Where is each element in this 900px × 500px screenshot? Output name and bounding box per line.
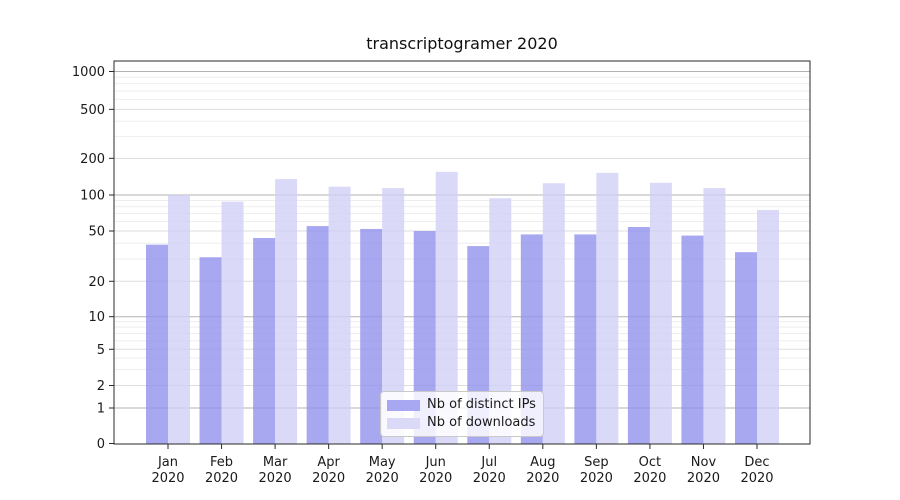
x-tick-label-month-Jul: Jul [480,455,497,470]
chart-title: transcriptogramer 2020 [366,34,558,53]
legend-label-downloads: Nb of downloads [427,415,536,430]
x-tick-label-month-Feb: Feb [210,455,233,470]
bar-downloads-Dec [757,209,779,444]
y-tick-label-20: 20 [88,275,105,290]
y-tick-label-0: 0 [97,437,105,452]
x-tick-label-month-Jun: Jun [425,455,446,470]
x-tick-label-year-Jun: 2020 [419,471,452,486]
x-tick-label-year-Oct: 2020 [633,471,666,486]
y-tick-label-1000: 1000 [72,65,105,80]
x-tick-label-month-Dec: Dec [744,455,769,470]
legend-swatch-downloads [387,417,420,429]
bar-downloads-Nov [703,188,726,444]
y-tick-label-100: 100 [80,189,105,204]
bar-downloads-Jul [489,198,512,444]
bar-distinct-ips-May [360,228,383,444]
x-tick-label-month-Apr: Apr [317,455,340,470]
legend-swatch-distinct-ips [387,399,420,411]
bar-distinct-ips-Oct [627,227,650,444]
y-tick-label-5: 5 [97,343,105,358]
x-tick-label-year-May: 2020 [366,471,399,486]
x-tick-label-year-Jul: 2020 [473,471,506,486]
bar-downloads-Jun [435,171,458,444]
bar-distinct-ips-Sep [574,234,597,444]
bar-distinct-ips-Feb [199,257,222,444]
x-tick-label-year-Jan: 2020 [151,471,184,486]
bar-downloads-May [382,188,405,444]
x-tick-label-month-Oct: Oct [639,455,661,470]
x-tick-label-year-Apr: 2020 [312,471,345,486]
bar-distinct-ips-Jun [413,231,436,444]
y-tick-label-2: 2 [97,379,105,394]
legend-item-downloads: Nb of downloads [387,416,543,430]
bar-distinct-ips-Mar [253,238,276,444]
bar-distinct-ips-Dec [735,252,757,444]
bar-downloads-Apr [328,186,351,444]
bar-downloads-Jan [168,195,190,444]
bar-distinct-ips-Apr [306,226,329,444]
plot-border [113,60,811,445]
x-tick-label-year-Aug: 2020 [526,471,559,486]
legend-label-distinct-ips: Nb of distinct IPs [427,397,536,412]
bar-downloads-Mar [275,179,298,445]
x-tick-label-year-Nov: 2020 [687,471,720,486]
bar-downloads-Oct [649,182,672,444]
bar-distinct-ips-Nov [681,235,704,444]
y-tick-label-500: 500 [80,103,105,118]
x-tick-label-year-Feb: 2020 [205,471,238,486]
bar-downloads-Sep [596,172,619,444]
y-tick-label-1: 1 [97,402,105,417]
y-tick-label-200: 200 [80,152,105,167]
legend: Nb of distinct IPs Nb of downloads [380,391,544,437]
x-tick-label-month-Mar: Mar [263,455,288,470]
x-tick-label-month-Nov: Nov [691,455,717,470]
x-tick-label-year-Sep: 2020 [580,471,613,486]
x-tick-label-year-Dec: 2020 [740,471,773,486]
bar-distinct-ips-Jan [146,244,168,444]
x-tick-label-month-Jan: Jan [157,455,178,470]
bar-downloads-Aug [542,183,565,444]
bar-downloads-Feb [221,201,244,444]
x-tick-label-month-Sep: Sep [584,455,609,470]
y-tick-label-50: 50 [88,225,105,240]
x-tick-label-year-Mar: 2020 [259,471,292,486]
legend-item-distinct-ips: Nb of distinct IPs [387,398,543,412]
x-tick-label-month-May: May [369,455,396,470]
x-tick-label-month-Aug: Aug [530,455,555,470]
y-tick-label-10: 10 [88,310,105,325]
